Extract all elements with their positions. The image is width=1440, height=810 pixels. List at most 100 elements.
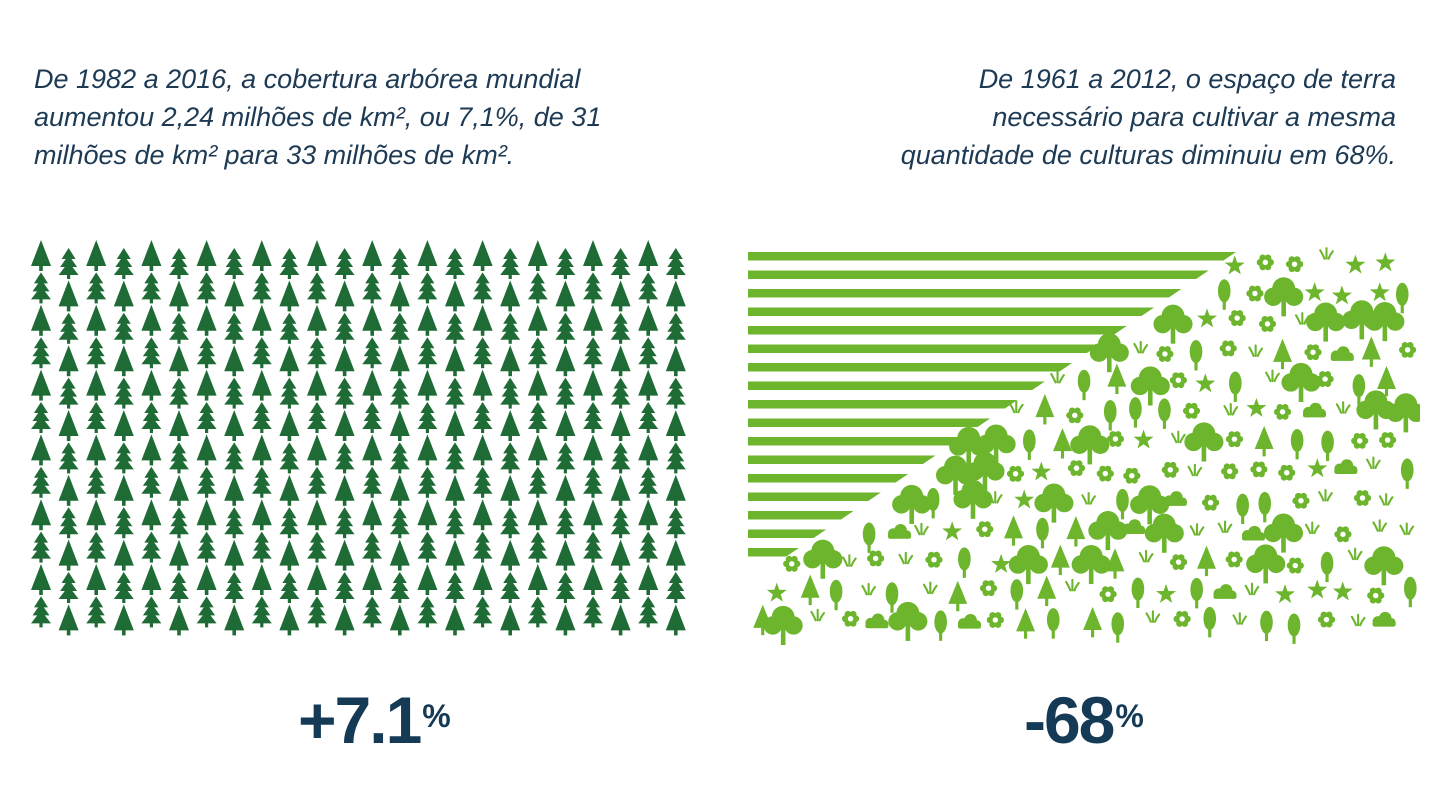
field-stripe: [748, 381, 1045, 390]
pine-tree-icon: [31, 564, 51, 595]
pine-tree-icon: [417, 466, 438, 498]
pine-tree-icon: [500, 474, 521, 506]
field-stripe: [748, 511, 854, 520]
pine-tree-icon: [389, 442, 410, 474]
flower-icon: [986, 612, 1004, 628]
grass-icon: [1008, 400, 1024, 414]
pine-tree-icon: [500, 442, 521, 474]
pine-tree-icon: [113, 345, 134, 377]
pine-tree-icon: [141, 369, 162, 401]
pine-tree-icon: [362, 434, 383, 466]
grass-icon: [1350, 613, 1366, 627]
pine-tree-icon: [1050, 544, 1070, 576]
grass-icon: [1318, 488, 1333, 502]
pine-tree-icon: [472, 402, 493, 433]
pine-tree-icon: [638, 499, 659, 531]
pine-tree-icon: [31, 240, 51, 271]
flower-icon: [867, 550, 885, 567]
pine-tree-icon: [665, 248, 686, 279]
pine-tree-icon: [224, 507, 245, 539]
flower-icon: [841, 610, 860, 627]
star-flower-icon: [1246, 397, 1267, 417]
pine-tree-icon: [1016, 608, 1036, 639]
pine-tree-icon: [334, 312, 355, 344]
grass-icon: [1366, 456, 1381, 470]
star-flower-icon: [1156, 583, 1177, 603]
pine-tree-icon: [169, 507, 189, 539]
pine-tree-icon: [334, 442, 355, 474]
pine-tree-icon: [583, 596, 603, 628]
pine-tree-icon: [555, 377, 576, 409]
pine-tree-icon: [665, 442, 686, 474]
pine-tree-icon: [610, 345, 631, 377]
pine-tree-icon: [58, 280, 79, 312]
pine-tree-icon: [472, 531, 493, 563]
pine-tree-icon: [610, 572, 631, 603]
round-tree-icon: [1034, 483, 1074, 523]
pine-tree-icon: [665, 539, 686, 571]
pine-tree-icon: [389, 410, 410, 441]
pine-tree-icon: [583, 499, 603, 531]
flower-icon: [1228, 310, 1246, 326]
pine-tree-icon: [1035, 393, 1055, 425]
pine-tree-icon: [445, 572, 465, 603]
flower-icon: [1304, 344, 1322, 361]
bush-icon: [887, 524, 912, 539]
pine-tree-icon: [527, 466, 548, 498]
cropland-stat-value: -68: [1024, 683, 1115, 757]
pine-tree-icon: [610, 248, 631, 279]
pine-tree-icon: [31, 402, 51, 433]
cypress-tree-icon: [829, 579, 843, 611]
round-tree-icon: [1144, 513, 1184, 553]
pine-tree-icon: [169, 442, 189, 474]
star-flower-icon: [1332, 581, 1353, 601]
star-flower-icon: [1345, 254, 1366, 274]
cypress-tree-icon: [1352, 374, 1366, 405]
cypress-tree-icon: [1320, 551, 1334, 583]
pine-tree-icon: [445, 474, 465, 506]
pine-tree-icon: [86, 272, 107, 304]
pine-tree-icon: [362, 564, 383, 595]
round-tree-icon: [1263, 513, 1304, 553]
pine-tree-icon: [583, 466, 603, 498]
pine-tree-icon: [638, 304, 659, 336]
flower-icon: [1379, 432, 1397, 448]
round-tree-icon: [1386, 393, 1420, 433]
pine-tree-icon: [279, 312, 300, 344]
pine-tree-icon: [251, 531, 272, 563]
pine-tree-icon: [58, 248, 79, 279]
pine-tree-icon: [1107, 363, 1127, 395]
pine-tree-icon: [1004, 515, 1023, 546]
pine-tree-icon: [86, 434, 107, 466]
pine-tree-icon: [638, 466, 659, 498]
pine-tree-icon: [500, 377, 521, 409]
pine-tree-icon: [169, 312, 189, 344]
pine-tree-icon: [610, 377, 631, 409]
cypress-tree-icon: [1321, 430, 1334, 462]
pine-tree-icon: [169, 248, 189, 279]
pine-tree-icon: [362, 304, 383, 336]
cypress-tree-icon: [1036, 517, 1049, 549]
field-stripe: [748, 548, 799, 557]
pine-tree-icon: [417, 337, 438, 369]
cypress-tree-icon: [1395, 282, 1409, 314]
pine-tree-icon: [583, 402, 603, 433]
grass-icon: [1399, 522, 1415, 536]
pine-tree-icon: [334, 248, 355, 279]
pine-tree-icon: [141, 272, 162, 304]
field-stripe: [748, 492, 881, 501]
pine-tree-icon: [665, 312, 686, 344]
pine-tree-icon: [500, 507, 521, 539]
star-flower-icon: [1014, 489, 1035, 509]
pine-tree-icon: [362, 531, 383, 563]
pine-tree-icon: [1377, 365, 1396, 397]
pine-tree-icon: [665, 410, 686, 441]
pine-tree-icon: [1037, 575, 1057, 607]
field-stripe: [748, 270, 1209, 279]
pine-tree-icon: [334, 280, 355, 312]
flower-icon: [1273, 403, 1292, 420]
pine-tree-icon: [307, 402, 327, 433]
round-tree-icon: [1306, 302, 1346, 342]
pine-tree-icon: [334, 474, 355, 506]
cypress-tree-icon: [1046, 608, 1060, 639]
